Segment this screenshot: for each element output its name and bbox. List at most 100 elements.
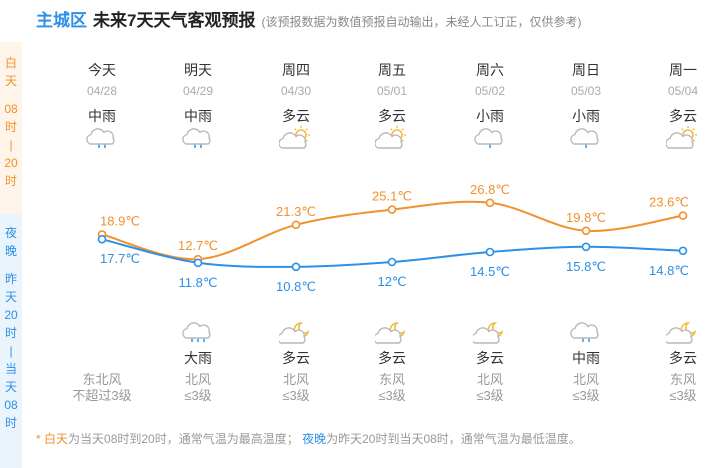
wind-direction: 东风 xyxy=(669,372,696,387)
day-date: 05/01 xyxy=(376,84,408,98)
day-name[interactable]: 周六 xyxy=(476,62,504,78)
day-name[interactable]: 明天 xyxy=(184,62,212,78)
high-temp-label: 12.7℃ xyxy=(178,238,218,253)
night-label-char: 天 xyxy=(4,290,17,304)
rain-cloud-icon xyxy=(546,320,626,344)
night-label-char: 晚 xyxy=(4,244,17,258)
wind-direction: 东北风 xyxy=(82,372,122,387)
high-temp-point xyxy=(485,198,495,208)
wind-info: 北风 ≤3级 xyxy=(450,372,530,404)
low-temp-point xyxy=(581,242,591,252)
low-temp-point xyxy=(678,246,688,256)
rain-cloud-icon xyxy=(158,126,238,150)
night-label-char: | xyxy=(9,344,13,358)
light-rain-cloud-icon xyxy=(450,126,530,150)
night-label-char: 时 xyxy=(4,326,17,340)
day-date: 05/02 xyxy=(474,84,506,98)
wind-info: 北风 ≤3级 xyxy=(158,372,238,404)
high-temp-label: 19.8℃ xyxy=(566,210,606,225)
nighttime-side-label: 夜晚昨天 20 时 | 当天 08 时 xyxy=(0,214,22,468)
footer-day-desc: 为当天08时到20时，通常气温为最高温度； xyxy=(68,432,299,446)
day-label-char: 08 xyxy=(4,102,18,116)
temperature-chart: 18.9℃ 12.7℃ 21.3℃ 25.1℃ 26.8℃ 19.8℃ 23.6℃ 17.7℃… xyxy=(97,182,689,294)
wind-info: 东北风 不超过3级 xyxy=(62,372,142,404)
sun-cloud-icon xyxy=(256,126,336,150)
night-condition: 多云 xyxy=(378,350,406,366)
night-condition: 多云 xyxy=(282,350,310,366)
day-condition: 小雨 xyxy=(572,108,600,124)
high-temp-point xyxy=(678,211,688,220)
wind-info: 北风 ≤3级 xyxy=(256,372,336,404)
day-label-char: | xyxy=(9,138,13,152)
low-temp-label: 10.8℃ xyxy=(276,279,316,294)
moon-cloud-icon xyxy=(256,320,336,344)
day-condition: 小雨 xyxy=(476,108,504,124)
high-temp-point xyxy=(387,205,397,214)
rain-cloud-icon xyxy=(62,126,142,150)
day-name[interactable]: 周四 xyxy=(282,62,310,78)
wind-direction: 北风 xyxy=(476,372,503,387)
low-temp-label: 15.8℃ xyxy=(566,259,606,274)
sun-cloud-icon xyxy=(643,126,720,150)
high-temp-label: 18.9℃ xyxy=(100,213,140,228)
day-label-char: 20 xyxy=(4,156,18,170)
night-condition: 大雨 xyxy=(184,350,212,366)
footer-day-word: 白天 xyxy=(44,432,69,446)
wind-level: ≤3级 xyxy=(476,388,504,403)
day-condition: 多云 xyxy=(669,108,697,124)
page-title: 未来7天天气客观预报 xyxy=(93,11,256,30)
night-label-char: 夜 xyxy=(4,226,17,240)
day-label-char: 时 xyxy=(4,120,17,134)
night-label-char: 时 xyxy=(4,416,17,430)
wind-level: ≤3级 xyxy=(282,388,310,403)
high-temp-label: 21.3℃ xyxy=(276,204,316,219)
day-condition: 中雨 xyxy=(88,108,116,124)
high-temp-point xyxy=(581,226,591,236)
day-name[interactable]: 周一 xyxy=(669,62,697,78)
moon-cloud-icon xyxy=(643,320,720,344)
day-date: 05/03 xyxy=(570,84,602,98)
night-condition: 多云 xyxy=(669,350,697,366)
wind-direction: 东风 xyxy=(378,372,405,387)
footer-night-desc: 为昨天20时到当天08时，通常气温为最低温度。 xyxy=(326,432,581,446)
low-temp-point xyxy=(193,258,203,268)
night-condition: 多云 xyxy=(476,350,504,366)
night-label-char: 20 xyxy=(4,308,18,322)
wind-level: ≤3级 xyxy=(378,388,406,403)
heavy-rain-cloud-icon xyxy=(158,320,238,344)
day-date: 04/29 xyxy=(182,84,214,98)
low-temp-label: 12℃ xyxy=(377,274,406,289)
low-temp-label: 14.5℃ xyxy=(470,264,510,279)
night-label-char: 当 xyxy=(4,362,17,376)
district-name[interactable]: 主城区 xyxy=(36,11,87,30)
footer-night-word: 夜晚 xyxy=(302,432,327,446)
daytime-side-label: 白天 08 时 | 20 时 xyxy=(0,42,22,224)
day-name[interactable]: 今天 xyxy=(88,62,116,78)
day-date: 04/28 xyxy=(86,84,118,98)
footer-note: * 白天为当天08时到20时，通常气温为最高温度； 夜晚为昨天20时到当天08时… xyxy=(36,430,581,447)
wind-level: ≤3级 xyxy=(572,388,600,403)
wind-level: 不超过3级 xyxy=(72,388,132,403)
night-label-char: 昨 xyxy=(4,272,17,286)
disclaimer-note: (该预报数据为数值预报自动输出，未经人工订正，仅供参考) xyxy=(261,15,582,29)
night-label-char: 天 xyxy=(4,380,17,394)
day-name[interactable]: 周日 xyxy=(572,62,600,78)
day-condition: 多云 xyxy=(282,108,310,124)
moon-cloud-icon xyxy=(352,320,432,344)
high-temp-point xyxy=(291,220,301,230)
wind-direction: 北风 xyxy=(184,372,211,387)
day-condition: 中雨 xyxy=(184,108,212,124)
day-name[interactable]: 周五 xyxy=(378,62,406,78)
wind-direction: 北风 xyxy=(572,372,599,387)
wind-info: 东风 ≤3级 xyxy=(352,372,432,404)
wind-level: ≤3级 xyxy=(669,388,697,403)
light-rain-cloud-icon xyxy=(546,126,626,150)
low-temp-label: 11.8℃ xyxy=(179,275,218,290)
day-label-char: 时 xyxy=(4,174,17,188)
night-condition: 中雨 xyxy=(572,350,600,366)
wind-info: 东风 ≤3级 xyxy=(643,372,720,404)
sun-cloud-icon xyxy=(352,126,432,150)
wind-direction: 北风 xyxy=(282,372,309,387)
day-label-char: 天 xyxy=(4,74,17,88)
moon-cloud-icon xyxy=(450,320,530,344)
